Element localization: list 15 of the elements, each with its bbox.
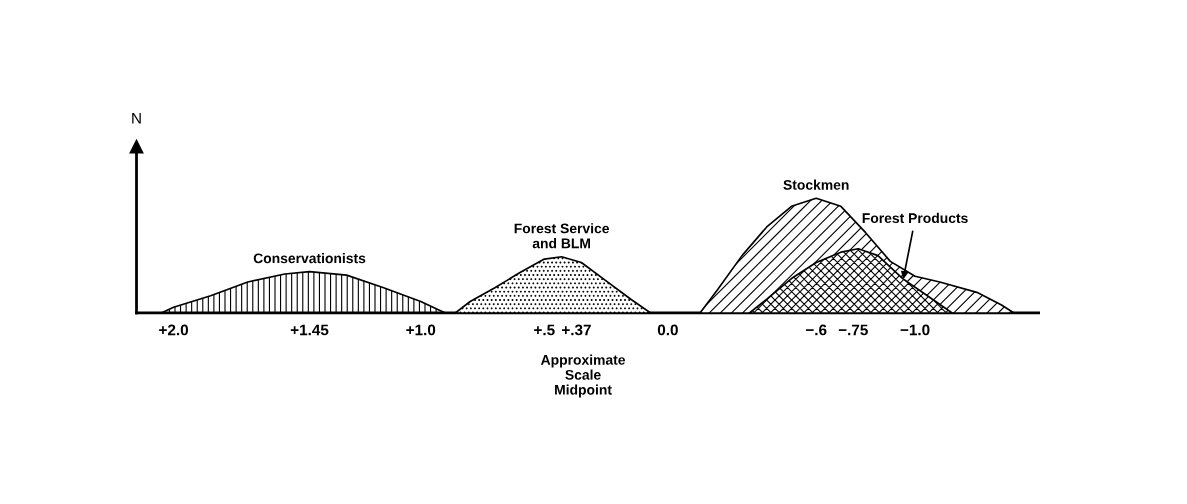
x-tick-label: −.6 (805, 324, 827, 336)
series-label: Stockmen (783, 179, 849, 190)
series-label: Conservationists (253, 253, 366, 264)
x-tick-label: +1.0 (406, 324, 436, 336)
series-label: Forest Products (862, 212, 968, 224)
x-tick-label: +.5 (534, 324, 555, 336)
x-tick-label: +2.0 (159, 324, 189, 336)
y-axis-title: N (132, 113, 141, 124)
text: Approximate Scale Midpoint (540, 354, 626, 398)
x-tick-label: −.75 (838, 324, 868, 336)
x-tick-label: +.37 (562, 324, 591, 336)
x-tick-label: 0.0 (657, 324, 678, 336)
x-tick-label: −1.0 (900, 324, 930, 336)
series-label: Forest Service and BLM (514, 223, 610, 249)
x-tick-label: +1.45 (290, 324, 329, 336)
